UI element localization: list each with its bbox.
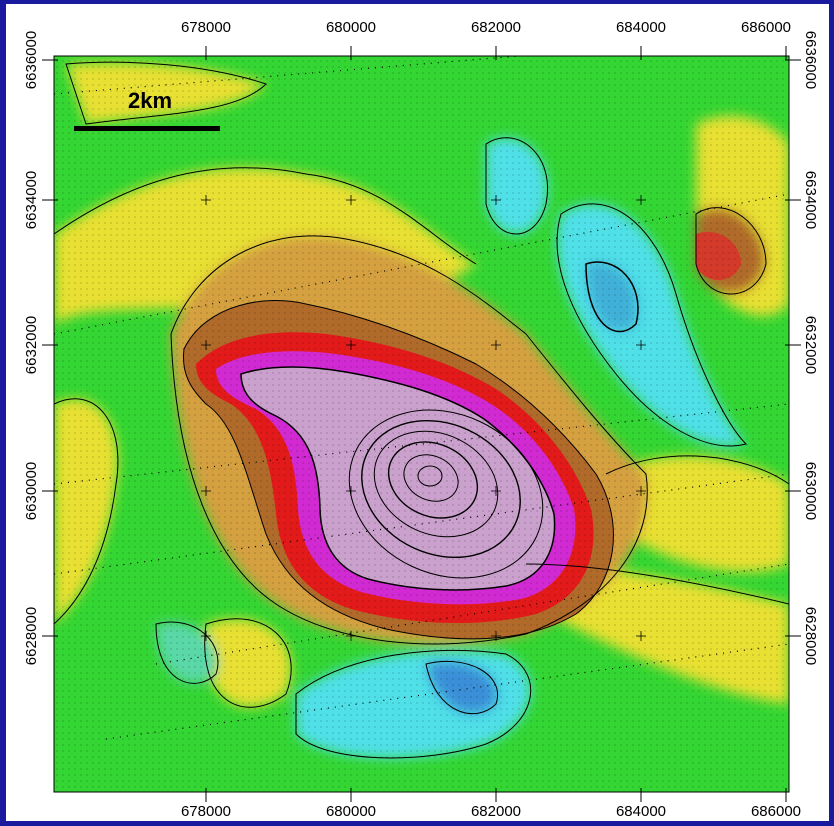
tick-label-left: 6632000 xyxy=(23,316,40,374)
plot-area xyxy=(53,55,790,793)
tick-label-bottom: 684000 xyxy=(616,803,666,820)
tick-label-top: 682000 xyxy=(471,19,521,36)
tick-label-bottom: 678000 xyxy=(181,803,231,820)
axis-left: 6636000 6634000 6632000 6630000 6628000 xyxy=(23,31,40,665)
contour-lines xyxy=(54,61,789,759)
tick-label-left: 6630000 xyxy=(23,462,40,520)
tick-label-top: 680000 xyxy=(326,19,376,36)
tick-marks xyxy=(42,46,801,802)
tick-label-right: 6628000 xyxy=(802,607,819,665)
scale-bar-label: 2km xyxy=(128,88,172,113)
tick-label-left: 6634000 xyxy=(23,171,40,229)
tick-label-left: 6628000 xyxy=(23,607,40,665)
axis-top: 678000 680000 682000 684000 686000 xyxy=(181,19,791,36)
tick-label-right: 6634000 xyxy=(802,171,819,229)
tick-label-right: 6636000 xyxy=(802,31,819,89)
grid-crosses xyxy=(201,195,646,641)
tick-label-top: 678000 xyxy=(181,19,231,36)
tick-label-left: 6636000 xyxy=(23,31,40,89)
tick-label-bottom: 680000 xyxy=(326,803,376,820)
tick-label-bottom: 682000 xyxy=(471,803,521,820)
axis-bottom: 678000 680000 682000 684000 686000 xyxy=(181,803,801,820)
map-frame: 2km 678000 680000 682000 684000 686000 6… xyxy=(6,4,829,821)
tick-label-bottom: 686000 xyxy=(751,803,801,820)
survey-lines xyxy=(54,56,789,740)
tick-label-right: 6632000 xyxy=(802,316,819,374)
scale-bar: 2km xyxy=(74,88,220,131)
tick-label-right: 6630000 xyxy=(802,462,819,520)
axis-right: 6636000 6634000 6632000 6630000 6628000 xyxy=(802,31,819,665)
tick-label-top: 684000 xyxy=(616,19,666,36)
tick-label-top: 686000 xyxy=(741,19,791,36)
contour-map: 2km 678000 680000 682000 684000 686000 6… xyxy=(23,19,819,820)
